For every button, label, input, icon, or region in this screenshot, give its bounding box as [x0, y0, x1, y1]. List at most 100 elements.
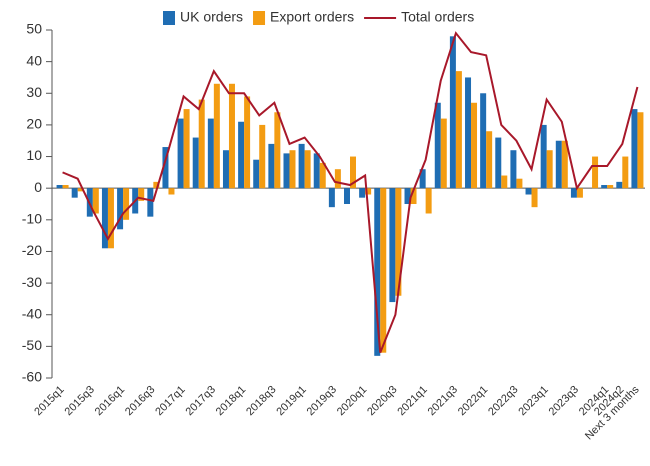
legend-swatch: [253, 11, 266, 25]
bar: [501, 175, 508, 189]
bar: [244, 96, 251, 189]
y-tick-label: -50: [22, 337, 42, 353]
x-tick-label: 2016q3: [123, 384, 157, 418]
bar: [374, 188, 381, 356]
bar: [561, 140, 568, 189]
bar: [183, 109, 190, 189]
bar: [592, 156, 599, 189]
bar: [207, 118, 214, 189]
y-tick-label: -40: [22, 305, 42, 321]
bar: [495, 137, 502, 189]
bar: [92, 188, 99, 214]
bar: [404, 188, 411, 204]
bar: [56, 185, 63, 189]
y-tick-label: 30: [26, 84, 42, 100]
bar: [274, 112, 281, 189]
bar: [328, 188, 335, 208]
x-tick-label: 2021q3: [426, 384, 460, 418]
bar: [540, 124, 547, 189]
bar: [71, 188, 78, 198]
line: [62, 31, 639, 354]
x-tick-label: 2019q3: [305, 384, 339, 418]
bar: [380, 188, 387, 353]
bar: [440, 118, 447, 189]
bar: [350, 156, 356, 189]
bar: [298, 143, 305, 189]
legend-label: UK orders: [180, 9, 243, 25]
y-tick-label: -60: [22, 369, 42, 385]
bar: [138, 188, 145, 201]
bar: [525, 188, 532, 195]
x-tick-label: 2017q3: [184, 384, 218, 418]
bar: [510, 150, 517, 189]
bar: [107, 188, 114, 249]
y-tick-label: 0: [34, 179, 42, 195]
bar: [268, 143, 275, 189]
bar: [607, 185, 614, 189]
x-tick-label: 2019q1: [274, 384, 308, 418]
bar: [123, 188, 130, 220]
y-tick-label: -10: [22, 211, 42, 227]
x-tick-label: 2022q1: [456, 384, 490, 418]
bar: [198, 99, 205, 189]
bar: [622, 156, 629, 189]
bar: [449, 36, 456, 189]
bar: [304, 150, 311, 189]
bar: [516, 178, 523, 189]
bar: [616, 181, 623, 189]
bar: [77, 188, 84, 192]
bar: [319, 162, 326, 189]
bar: [101, 188, 108, 249]
x-tick-label: 2022q3: [486, 384, 520, 418]
x-tick-label: 2020q1: [335, 384, 369, 418]
x-tick-label: 2015q3: [63, 384, 97, 418]
bar: [177, 118, 184, 189]
bar: [344, 188, 350, 204]
bar: [168, 188, 175, 195]
legend-swatch: [163, 11, 175, 25]
y-tick-label: 10: [26, 147, 42, 163]
x-tick-label: 2023q3: [547, 384, 581, 418]
bar: [576, 188, 583, 198]
bar: [480, 93, 487, 189]
bar: [465, 77, 472, 189]
bar: [601, 185, 608, 189]
bar: [455, 71, 462, 189]
bar: [147, 188, 154, 217]
bar: [153, 181, 160, 189]
bar: [486, 131, 493, 189]
bar: [425, 188, 432, 214]
x-tick-label: 2020q3: [365, 384, 399, 418]
y-tick-label: 20: [26, 116, 42, 132]
bar: [253, 159, 260, 189]
x-tick-label: 2015q1: [32, 384, 66, 418]
bar: [213, 83, 220, 189]
bar: [419, 169, 426, 189]
bar: [259, 124, 266, 189]
y-tick-label: -30: [22, 274, 42, 290]
bar: [192, 137, 199, 189]
bar: [334, 169, 341, 189]
y-tick-label: 40: [26, 52, 42, 68]
bar: [637, 112, 644, 189]
bar: [228, 83, 235, 189]
x-tick-label: 2016q1: [93, 384, 127, 418]
bar: [365, 188, 372, 195]
bar: [395, 188, 402, 296]
bar: [531, 188, 538, 208]
bar: [313, 153, 320, 189]
bar: [555, 140, 562, 189]
x-tick-label: 2023q1: [516, 384, 550, 418]
bar: [389, 188, 396, 303]
bar: [62, 185, 69, 189]
bar: [222, 150, 229, 189]
bar: [471, 102, 478, 189]
bar: [410, 188, 417, 204]
bar: [283, 153, 290, 189]
bar: [162, 147, 169, 189]
x-tick-label: 2018q3: [244, 384, 278, 418]
bar: [546, 150, 553, 189]
y-tick-label: 50: [26, 21, 42, 37]
legend-label: Export orders: [270, 9, 354, 25]
